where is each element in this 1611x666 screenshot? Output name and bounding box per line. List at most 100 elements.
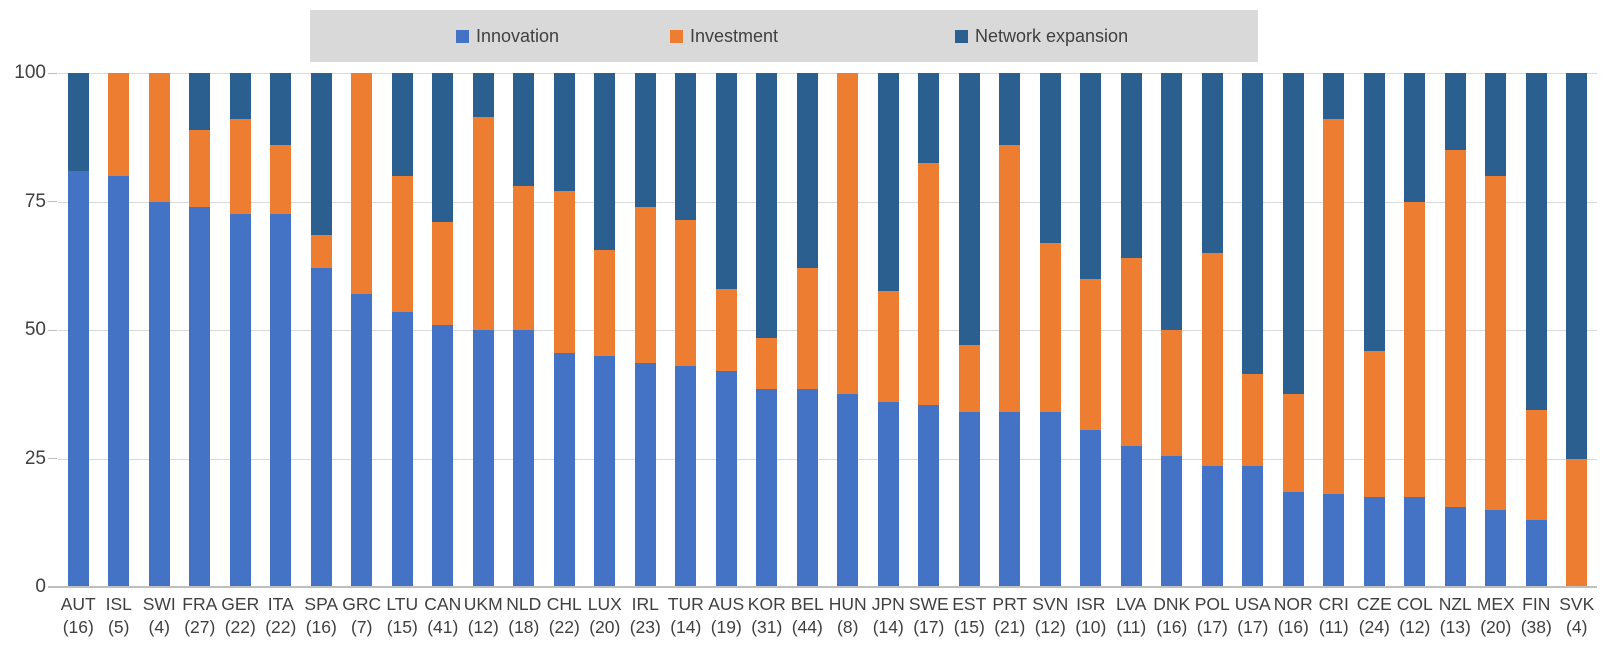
bar-segment-innovation bbox=[1363, 497, 1385, 587]
category-count: (38) bbox=[1520, 617, 1552, 637]
bar-segment-investment bbox=[1323, 119, 1345, 495]
x-label-lux: LUX (20) bbox=[585, 593, 626, 639]
bar-segment-network-expansion bbox=[1485, 73, 1507, 176]
bar-segment-innovation bbox=[351, 294, 373, 587]
bar-segment-network-expansion bbox=[918, 73, 940, 163]
category-count: (8) bbox=[837, 617, 859, 637]
bar-column-aut bbox=[58, 73, 99, 587]
category-count: (19) bbox=[710, 617, 742, 637]
bar-segment-network-expansion bbox=[432, 73, 454, 223]
bar-segment-innovation bbox=[189, 206, 211, 587]
x-label-mex: MEX (20) bbox=[1476, 593, 1517, 639]
legend-swatch-icon bbox=[670, 29, 683, 43]
y-tick-mark-75 bbox=[48, 201, 57, 202]
bar-column-swe bbox=[909, 73, 950, 587]
x-label-can: CAN (41) bbox=[423, 593, 464, 639]
bar-segment-investment bbox=[229, 119, 251, 215]
gridline-100 bbox=[58, 73, 1597, 74]
bar-segment-investment bbox=[837, 73, 859, 395]
chart-legend: Innovation Investment Network expansion bbox=[310, 10, 1258, 62]
y-tick-label-0: 0 bbox=[35, 576, 46, 597]
x-label-aus: AUS (19) bbox=[706, 593, 747, 639]
bar-segment-innovation bbox=[1404, 497, 1426, 587]
bar-column-pol bbox=[1192, 73, 1233, 587]
stacked-bar-can bbox=[432, 73, 454, 587]
bar-segment-investment bbox=[918, 162, 940, 405]
bar-column-grc bbox=[342, 73, 383, 587]
stacked-bar-usa bbox=[1242, 73, 1264, 587]
category-code: NOR bbox=[1273, 594, 1313, 614]
bar-segment-investment bbox=[1201, 252, 1223, 467]
category-count: (27) bbox=[184, 617, 216, 637]
x-label-swe: SWE (17) bbox=[909, 593, 950, 639]
bar-segment-network-expansion bbox=[1363, 73, 1385, 351]
bar-column-nor bbox=[1273, 73, 1314, 587]
category-count: (5) bbox=[108, 617, 130, 637]
bar-segment-network-expansion bbox=[1039, 73, 1061, 243]
x-label-fra: FRA (27) bbox=[180, 593, 221, 639]
stacked-bar-chl bbox=[553, 73, 575, 587]
category-code: AUT bbox=[60, 594, 96, 614]
bar-segment-network-expansion bbox=[229, 73, 251, 120]
category-count: (10) bbox=[1075, 617, 1107, 637]
y-tick-mark-100 bbox=[48, 72, 57, 74]
x-label-svk: SVK (4) bbox=[1557, 593, 1598, 639]
x-label-swi: SWI (4) bbox=[139, 593, 180, 639]
category-code: ITA bbox=[267, 594, 294, 614]
category-code: FIN bbox=[1522, 594, 1551, 614]
bar-segment-innovation bbox=[513, 330, 535, 587]
bar-segment-innovation bbox=[1525, 520, 1547, 587]
category-count: (12) bbox=[467, 617, 499, 637]
stacked-bar-irl bbox=[634, 73, 656, 587]
stacked-bar-pol bbox=[1201, 73, 1223, 587]
bar-segment-investment bbox=[391, 175, 413, 313]
category-count: (17) bbox=[1196, 617, 1228, 637]
x-label-grc: GRC (7) bbox=[342, 593, 383, 639]
bar-column-lux bbox=[585, 73, 626, 587]
bar-segment-investment bbox=[189, 129, 211, 207]
bar-column-usa bbox=[1233, 73, 1274, 587]
bar-segment-network-expansion bbox=[310, 73, 332, 235]
bar-segment-innovation bbox=[391, 312, 413, 587]
bar-segment-innovation bbox=[1282, 491, 1304, 587]
category-count: (4) bbox=[1566, 617, 1588, 637]
bar-segment-investment bbox=[796, 268, 818, 390]
x-label-aut: AUT (16) bbox=[58, 593, 99, 639]
bar-column-nld bbox=[504, 73, 545, 587]
bar-segment-innovation bbox=[1120, 445, 1142, 587]
gridline-50 bbox=[58, 330, 1597, 331]
bar-segment-investment bbox=[675, 219, 697, 366]
stacked-bar-mex bbox=[1485, 73, 1507, 587]
x-label-nzl: NZL (13) bbox=[1435, 593, 1476, 639]
category-count: (4) bbox=[148, 617, 170, 637]
legend-swatch-icon bbox=[955, 29, 968, 43]
bar-segment-network-expansion bbox=[634, 73, 656, 207]
bar-segment-network-expansion bbox=[796, 73, 818, 269]
bar-column-ltu bbox=[382, 73, 423, 587]
category-code: CZE bbox=[1356, 594, 1392, 614]
category-code: BEL bbox=[790, 594, 824, 614]
category-count: (15) bbox=[953, 617, 985, 637]
stacked-bar-fra bbox=[189, 73, 211, 587]
legend-item-innovation: Innovation bbox=[456, 26, 559, 46]
stacked-bar-nld bbox=[513, 73, 535, 587]
x-label-usa: USA (17) bbox=[1233, 593, 1274, 639]
stacked-bar-nor bbox=[1282, 73, 1304, 587]
x-label-col: COL (12) bbox=[1395, 593, 1436, 639]
x-axis-line bbox=[48, 586, 1597, 588]
category-count: (11) bbox=[1318, 617, 1349, 637]
x-label-ltu: LTU (15) bbox=[382, 593, 423, 639]
category-code: LUX bbox=[587, 594, 622, 614]
bar-segment-investment bbox=[756, 337, 778, 390]
stacked-bar-swe bbox=[918, 73, 940, 587]
bar-segment-network-expansion bbox=[1282, 73, 1304, 395]
bar-segment-innovation bbox=[1161, 455, 1183, 587]
bar-segment-network-expansion bbox=[999, 73, 1021, 145]
bar-segment-network-expansion bbox=[391, 73, 413, 176]
category-code: USA bbox=[1234, 594, 1271, 614]
x-label-cze: CZE (24) bbox=[1354, 593, 1395, 639]
bar-column-irl bbox=[625, 73, 666, 587]
category-code: SWE bbox=[908, 594, 949, 614]
bar-segment-innovation bbox=[594, 355, 616, 587]
bar-segment-network-expansion bbox=[1525, 73, 1547, 410]
